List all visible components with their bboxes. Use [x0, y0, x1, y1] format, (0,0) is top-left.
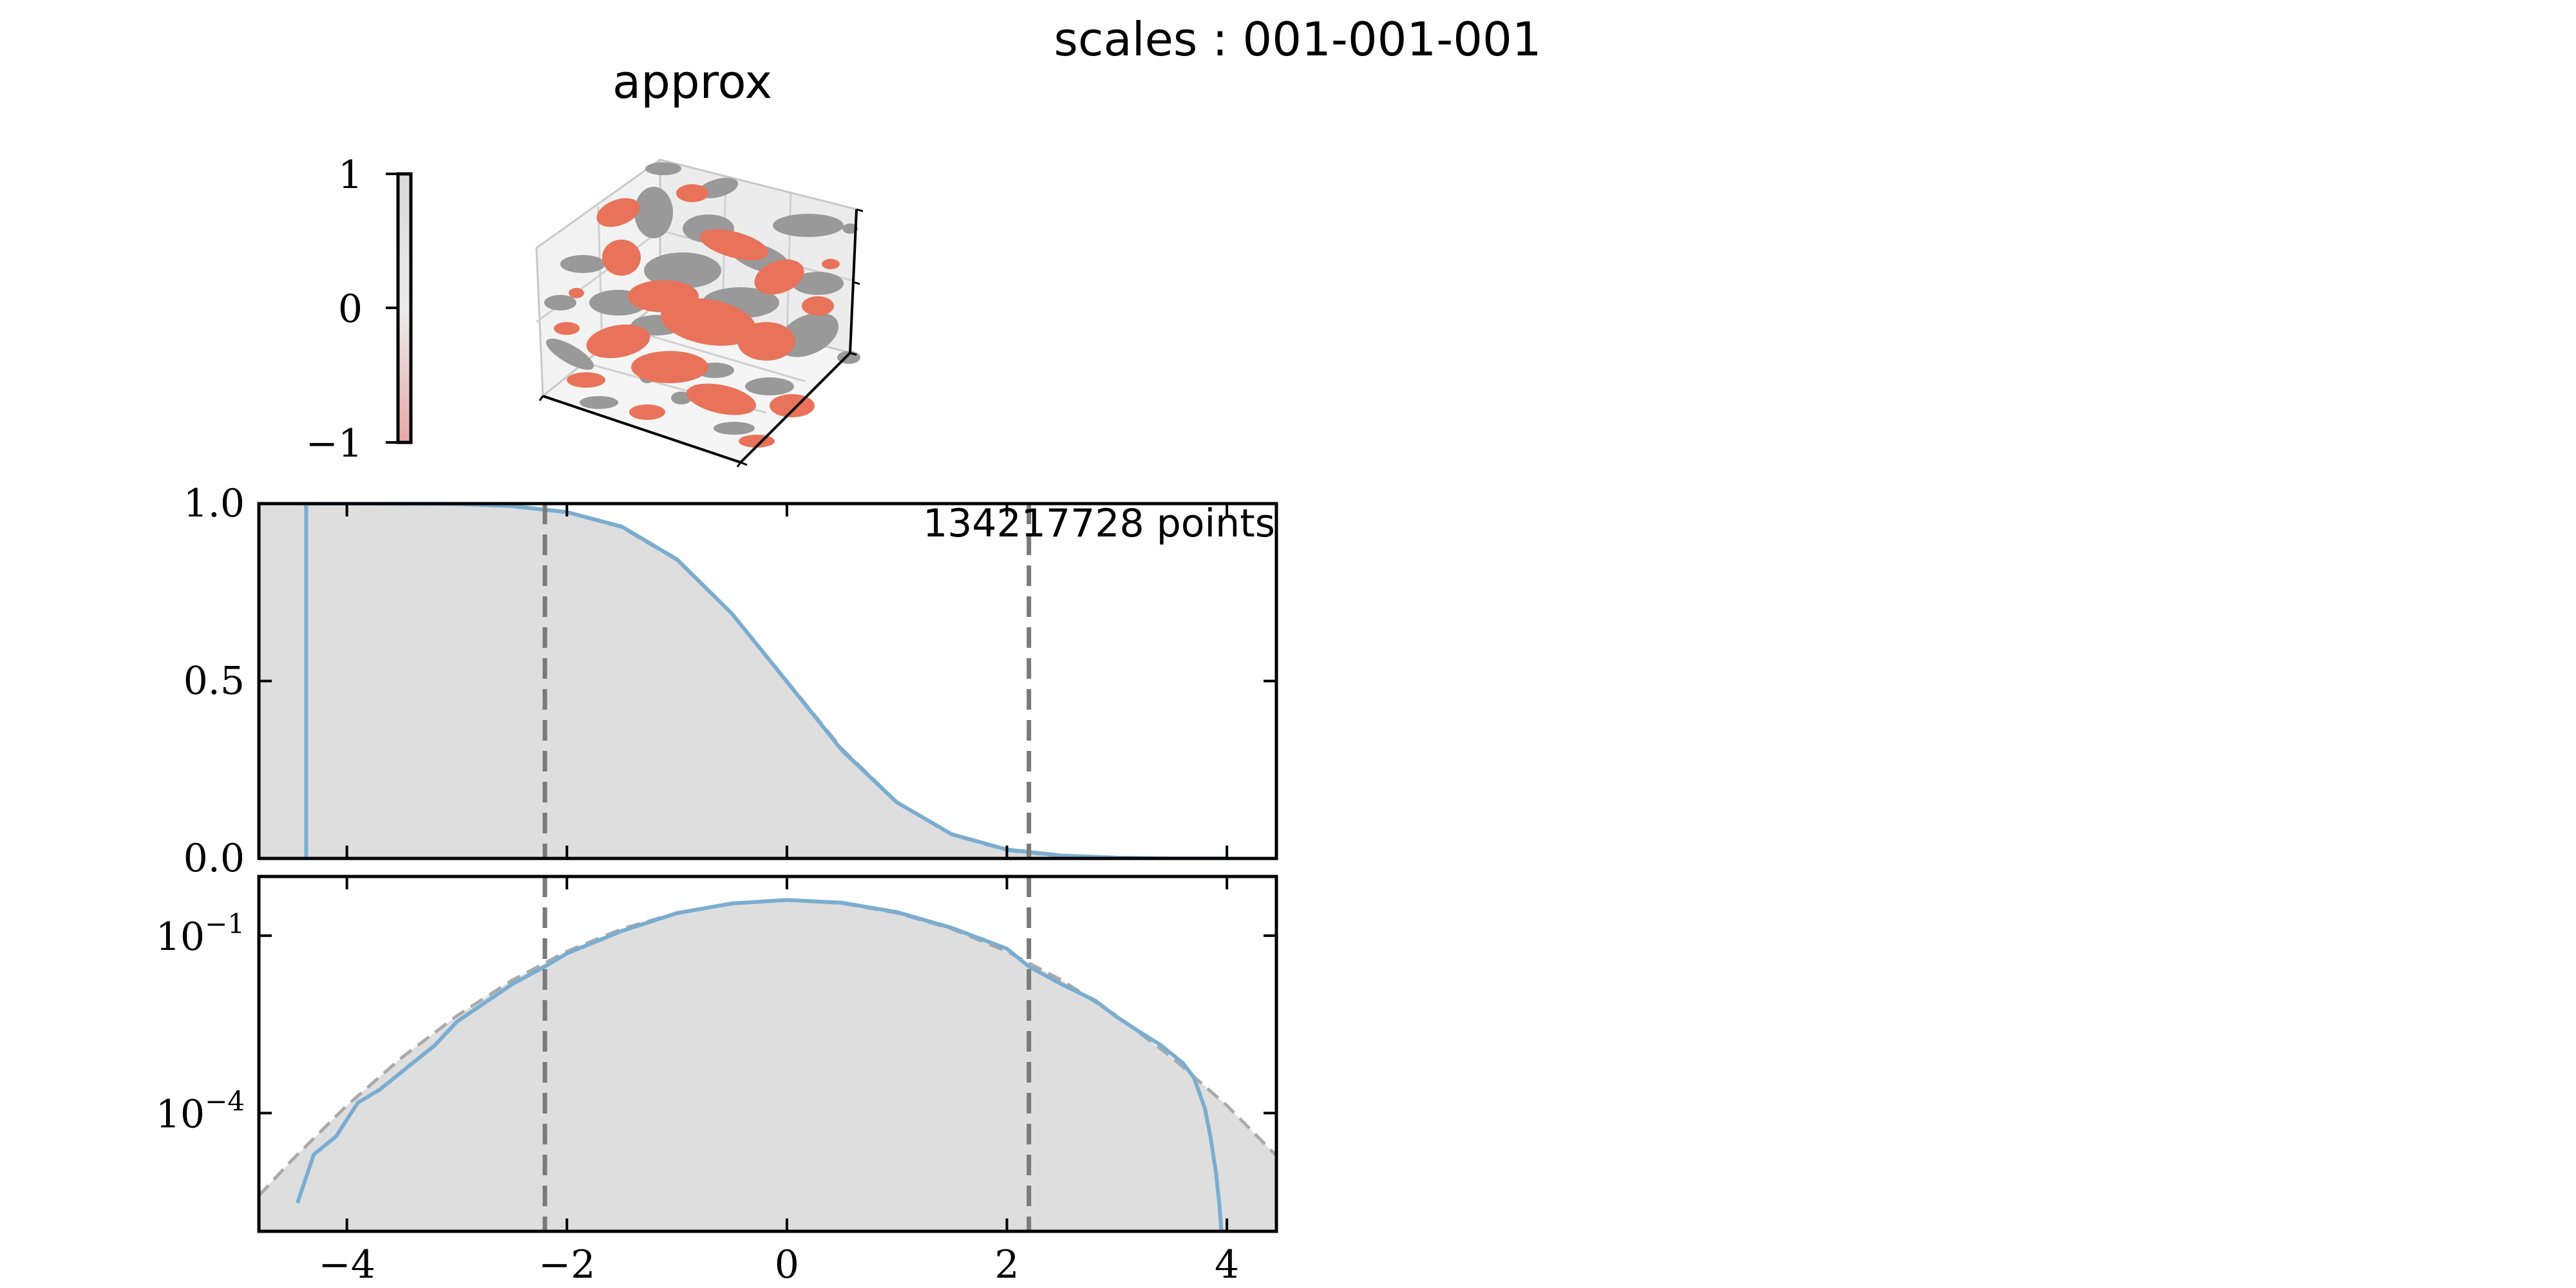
colorbar-body: [396, 172, 413, 444]
x-tick-label: 2: [994, 1242, 1019, 1287]
isosurface-3d-plot: [535, 158, 864, 468]
approx-title: approx: [612, 55, 772, 109]
x-tick-label: 4: [1215, 1242, 1239, 1287]
x-tick-label: −4: [318, 1242, 375, 1287]
colorbar-tick-label: 0: [338, 287, 363, 332]
pdf-log-panel: −4 −2 0 2 4 10−1 10−4: [156, 875, 1278, 1287]
pdf-axes-frame: [257, 875, 1278, 1233]
y-tick-label: 0.5: [184, 659, 245, 704]
x-tick-label: 0: [775, 1242, 799, 1287]
colorbar-tick-label: −1: [306, 421, 363, 466]
colorbar-tick-label: 1: [338, 153, 363, 198]
x-tick-label: −2: [538, 1242, 595, 1287]
y-tick-label: 0.0: [184, 836, 245, 881]
points-count-annotation: 134217728 points: [923, 501, 1275, 546]
y-tick-label: 10−4: [156, 1085, 245, 1137]
cdf-panel: 0.0 0.5 1.0 134217728 points: [184, 481, 1278, 881]
y-tick-label: 1.0: [184, 481, 245, 526]
reference-fill-area: [259, 504, 1276, 858]
histogram-line: [295, 898, 1224, 1231]
y-tick-label: 10−1: [156, 908, 245, 960]
figure-suptitle: scales : 001-001-001: [1054, 12, 1541, 66]
colorbar: 1 0 −1: [306, 153, 413, 466]
